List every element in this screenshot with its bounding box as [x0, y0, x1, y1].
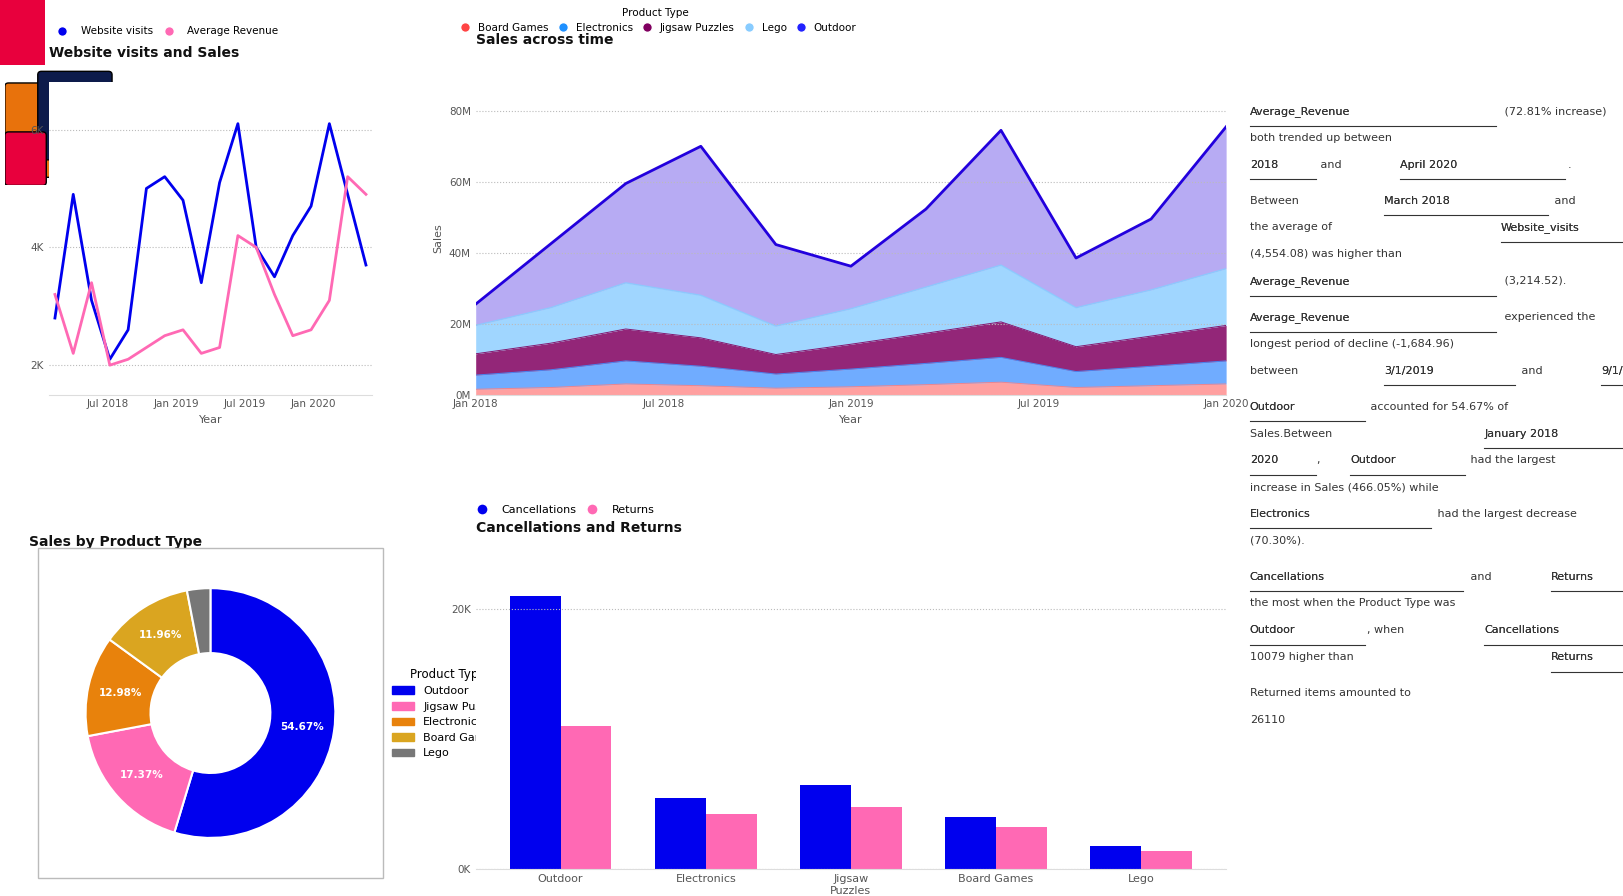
Wedge shape [174, 588, 334, 838]
Text: April 2020: April 2020 [1399, 159, 1457, 169]
Text: January 2018: January 2018 [1483, 428, 1558, 438]
Wedge shape [86, 640, 162, 737]
Text: .: . [1566, 159, 1571, 169]
Legend: Cancellations, Returns: Cancellations, Returns [466, 500, 659, 519]
Text: 3/1/2019: 3/1/2019 [1383, 366, 1433, 375]
Text: Sales across time: Sales across time [476, 32, 613, 47]
Bar [1141, 851, 1191, 869]
Text: (70.30%).: (70.30%). [1250, 536, 1303, 546]
Text: 2018: 2018 [1250, 159, 1277, 169]
Text: (3,214.52).: (3,214.52). [1500, 276, 1565, 286]
Text: Outdoor: Outdoor [1349, 455, 1394, 465]
Text: Electronics: Electronics [1250, 509, 1310, 519]
Text: Average_Revenue: Average_Revenue [1250, 312, 1349, 323]
Text: the average of: the average of [1250, 222, 1334, 232]
Text: (4,554.08) was higher than: (4,554.08) was higher than [1250, 249, 1401, 259]
Text: between: between [1250, 366, 1300, 375]
Text: March 2018: March 2018 [1383, 195, 1449, 206]
Text: Outdoor: Outdoor [1250, 401, 1295, 412]
Text: had the largest: had the largest [1467, 455, 1555, 465]
Text: Average_Revenue: Average_Revenue [1250, 106, 1349, 117]
Text: Returns: Returns [1550, 572, 1592, 582]
Text: 9/1/2019: 9/1/2019 [1600, 366, 1623, 375]
Text: Product Analysis: Product Analysis [81, 20, 344, 47]
Text: Sales.Between: Sales.Between [1250, 428, 1334, 438]
Text: had the largest decrease: had the largest decrease [1433, 509, 1576, 519]
Wedge shape [187, 588, 211, 654]
FancyBboxPatch shape [5, 83, 63, 177]
Bar [1089, 846, 1141, 869]
Text: Average_Revenue: Average_Revenue [1250, 312, 1349, 323]
Text: Cancellations: Cancellations [1250, 572, 1324, 582]
Legend: Board Games, Electronics, Jigsaw Puzzles, Lego, Outdoor: Board Games, Electronics, Jigsaw Puzzles… [451, 4, 860, 37]
Text: Website_visits: Website_visits [1500, 222, 1579, 233]
Text: and: and [1550, 195, 1578, 206]
Text: 54.67%: 54.67% [279, 721, 323, 731]
Wedge shape [109, 590, 200, 677]
Text: 2018: 2018 [1250, 159, 1277, 169]
Bar [706, 814, 756, 869]
Legend: Outdoor, Jigsaw Puzzles, Electronics, Board Games, Lego: Outdoor, Jigsaw Puzzles, Electronics, Bo… [388, 663, 508, 762]
Bar [945, 817, 995, 869]
Bar [510, 596, 560, 869]
Wedge shape [88, 724, 193, 832]
Bar [560, 726, 610, 869]
Text: and: and [1316, 159, 1344, 169]
Text: Cancellations and Returns: Cancellations and Returns [476, 521, 682, 535]
Text: Cancellations: Cancellations [1250, 572, 1324, 582]
Legend: Website visits, Average Revenue: Website visits, Average Revenue [47, 22, 282, 40]
Text: Returned items amounted to: Returned items amounted to [1250, 688, 1410, 698]
Text: ,: , [1316, 455, 1323, 465]
Text: Outdoor: Outdoor [1250, 625, 1295, 635]
Text: Outdoor: Outdoor [1250, 625, 1295, 635]
Text: 3/1/2019: 3/1/2019 [1383, 366, 1433, 375]
Text: Returns: Returns [1550, 572, 1592, 582]
Text: Outdoor: Outdoor [1250, 401, 1295, 412]
Text: Cancellations: Cancellations [1483, 625, 1558, 635]
Text: , when: , when [1367, 625, 1407, 635]
Text: 10079 higher than: 10079 higher than [1250, 652, 1357, 662]
Text: and: and [1516, 366, 1545, 375]
Text: March 2018: March 2018 [1383, 195, 1449, 206]
Bar [0, 0, 45, 65]
Text: Website visits and Sales: Website visits and Sales [49, 47, 239, 60]
Text: Electronics: Electronics [1250, 509, 1310, 519]
Text: Returns: Returns [1550, 652, 1592, 662]
Text: the most when the Product Type was: the most when the Product Type was [1250, 599, 1454, 608]
Text: increase in Sales (466.05%) while: increase in Sales (466.05%) while [1250, 482, 1438, 492]
X-axis label: Year: Year [198, 415, 222, 425]
Text: 17.37%: 17.37% [120, 770, 164, 780]
Text: longest period of decline (-1,684.96): longest period of decline (-1,684.96) [1250, 339, 1453, 349]
Text: Sales by Product Type: Sales by Product Type [29, 535, 203, 549]
Text: 12.98%: 12.98% [99, 688, 141, 698]
Text: Average_Revenue: Average_Revenue [1250, 276, 1349, 287]
Bar [850, 806, 901, 869]
Text: and: and [1467, 572, 1495, 582]
Text: 2020: 2020 [1250, 455, 1277, 465]
Text: Returns: Returns [1550, 652, 1592, 662]
Text: 26110: 26110 [1250, 715, 1284, 725]
Y-axis label: Sales: Sales [433, 224, 443, 254]
Text: accounted for 54.67% of: accounted for 54.67% of [1367, 401, 1508, 412]
Text: April 2020: April 2020 [1399, 159, 1457, 169]
FancyBboxPatch shape [37, 72, 112, 159]
Text: 11.96%: 11.96% [140, 630, 182, 640]
FancyBboxPatch shape [5, 132, 47, 185]
Bar [800, 785, 850, 869]
Text: Between: Between [1250, 195, 1302, 206]
Text: Average_Revenue: Average_Revenue [1250, 276, 1349, 287]
Text: 9/1/2019: 9/1/2019 [1600, 366, 1623, 375]
Text: both trended up between: both trended up between [1250, 133, 1394, 142]
Text: January 2018: January 2018 [1483, 428, 1558, 438]
Bar [995, 828, 1047, 869]
Bar [654, 797, 706, 869]
Text: (72.81% increase): (72.81% increase) [1500, 106, 1605, 116]
X-axis label: Year: Year [839, 415, 862, 425]
Text: Cancellations: Cancellations [1483, 625, 1558, 635]
Text: 2020: 2020 [1250, 455, 1277, 465]
Text: Website_visits: Website_visits [1500, 222, 1579, 233]
Text: experienced the: experienced the [1500, 312, 1594, 323]
Text: Outdoor: Outdoor [1349, 455, 1394, 465]
Text: Average_Revenue: Average_Revenue [1250, 106, 1349, 117]
